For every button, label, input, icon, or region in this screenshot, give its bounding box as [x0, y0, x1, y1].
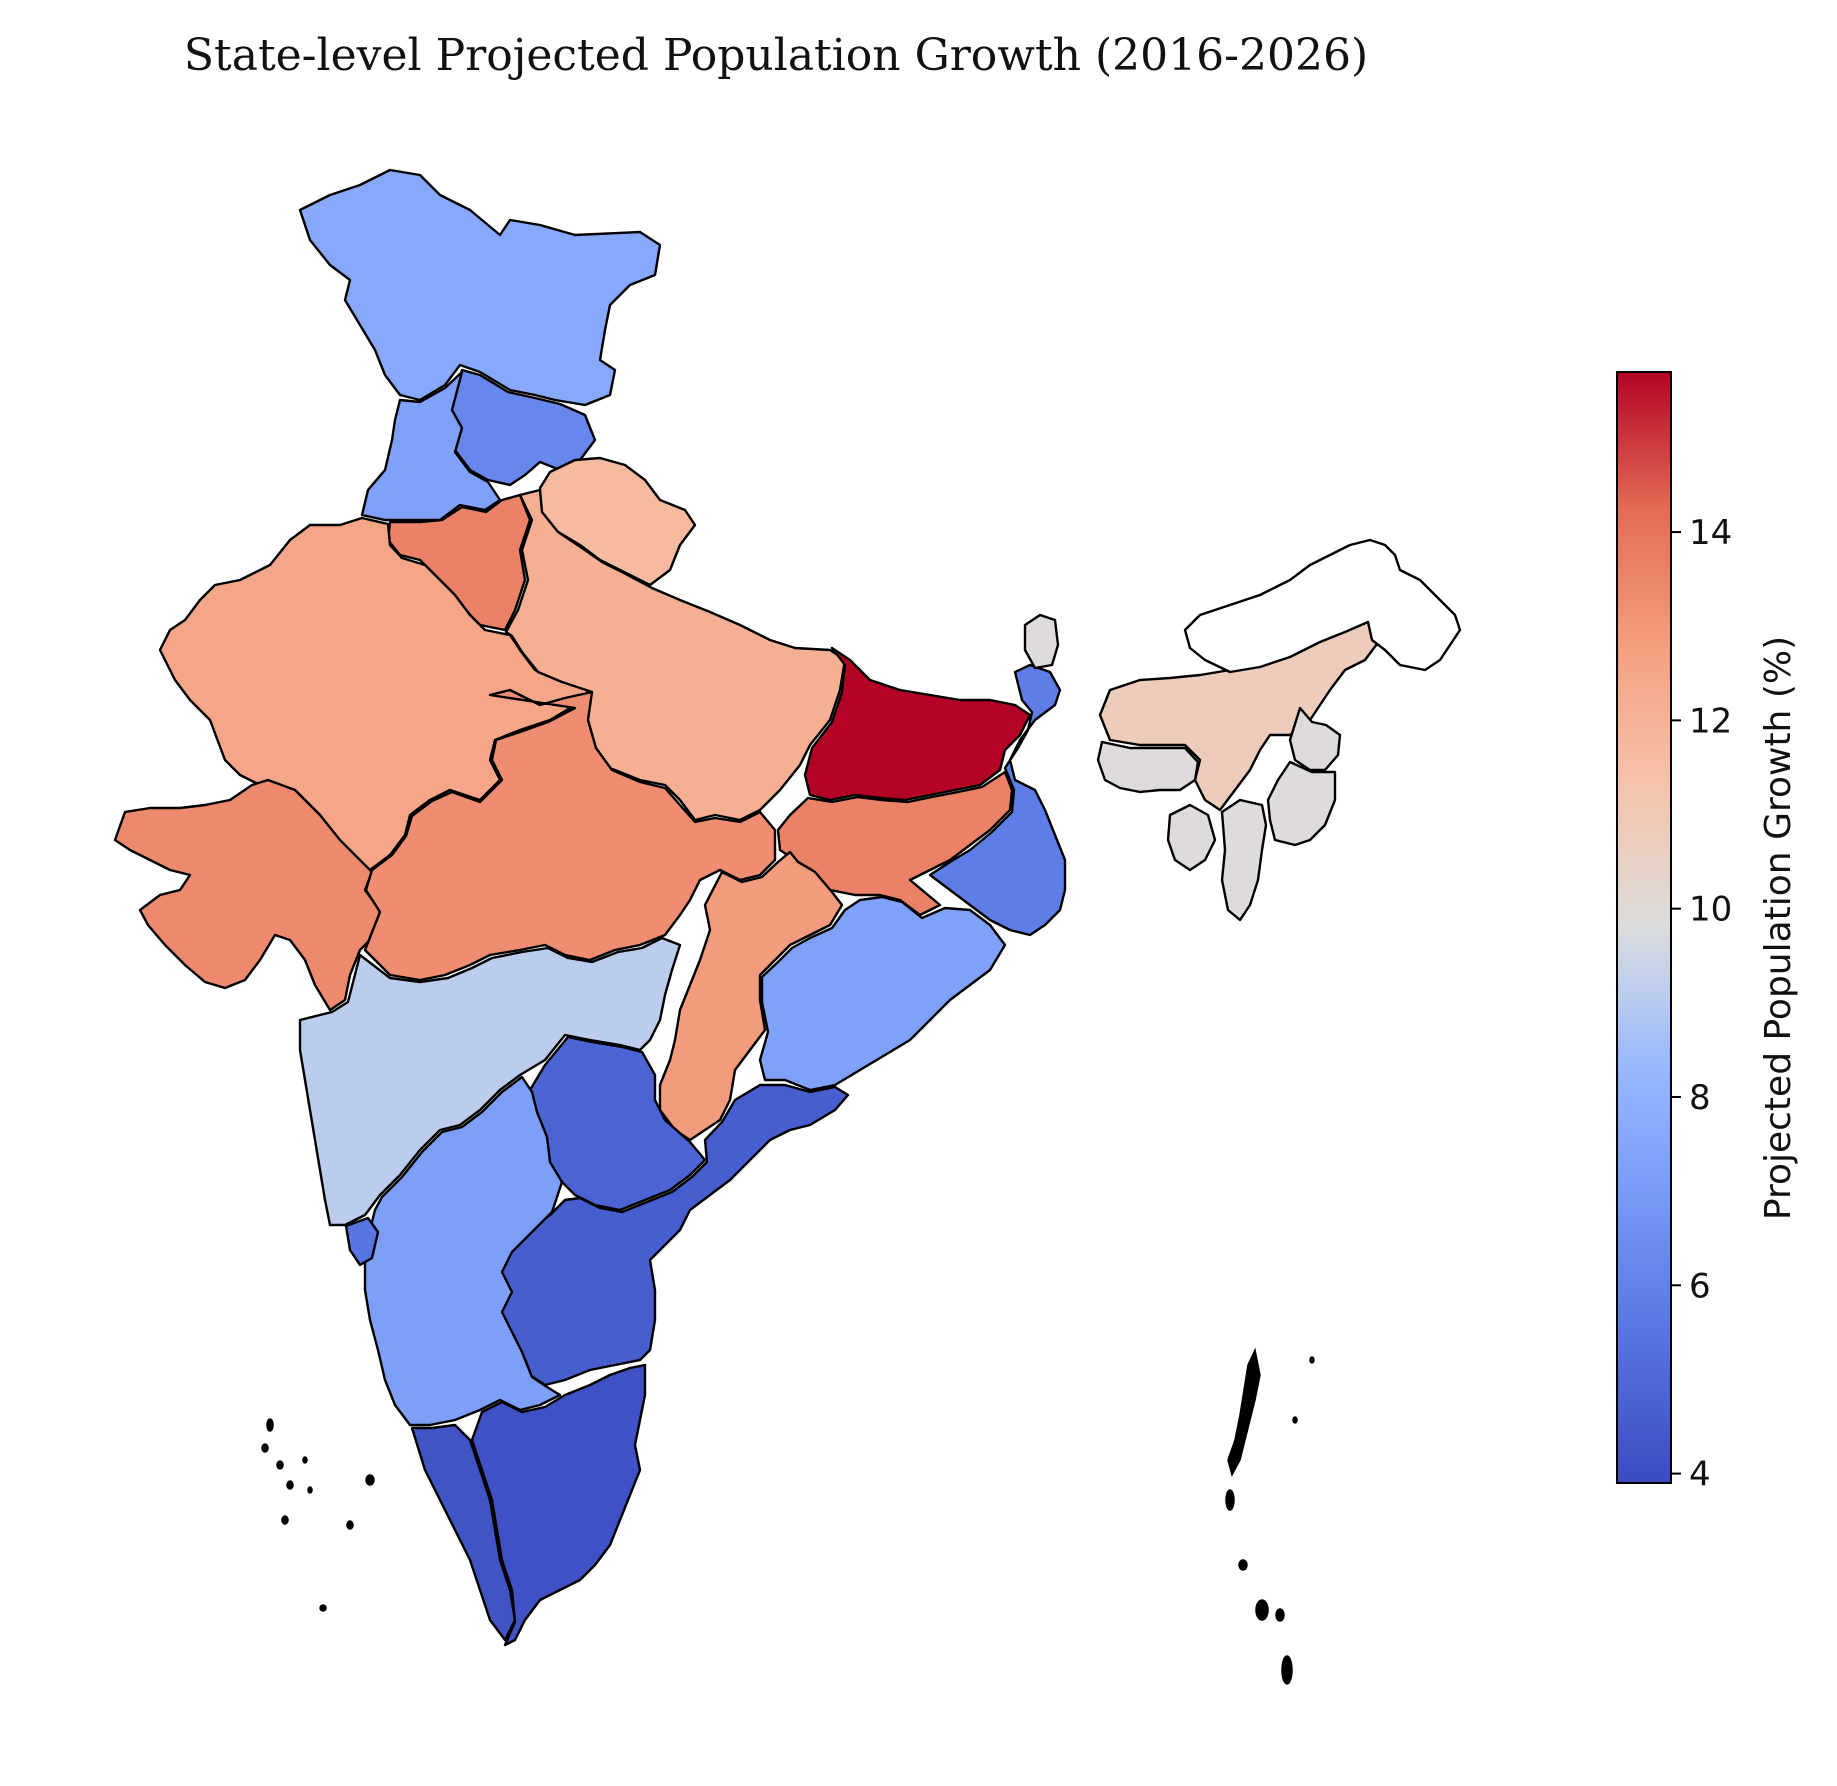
andaman-nicobar-islands	[1225, 1347, 1315, 1685]
region-goa	[344, 1216, 380, 1267]
india-map	[113, 168, 1462, 1685]
region-maharashtra	[298, 936, 682, 1227]
region-nagaland	[1288, 706, 1342, 772]
colorbar-tick-label: 4	[1689, 1455, 1711, 1495]
region-karnataka	[363, 1075, 564, 1427]
colorbar-tick-label: 12	[1689, 701, 1732, 741]
colorbar-gradient	[1616, 371, 1672, 1484]
region-madhya-pradesh	[363, 688, 777, 982]
region-mizoram	[1220, 798, 1268, 922]
region-chhattisgarh	[658, 850, 844, 1142]
region-arunachal-pradesh	[1183, 538, 1462, 674]
region-andhra-pradesh	[498, 1083, 850, 1387]
colorbar: 4 6 8 10 12 14 Projected Population Growth (%…	[1616, 371, 1799, 1495]
region-haryana	[386, 493, 532, 632]
region-sikkim	[1023, 613, 1060, 670]
region-manipur	[1266, 760, 1337, 847]
region-tripura	[1166, 803, 1217, 872]
region-west-bengal	[928, 663, 1067, 937]
region-tamil-nadu	[470, 1363, 647, 1647]
region-meghalaya	[1096, 740, 1200, 794]
lakshadweep-islands	[261, 1418, 375, 1612]
region-gujarat	[113, 778, 382, 1012]
region-punjab	[360, 370, 502, 522]
colorbar-label: Projected Population Growth (%)	[1758, 636, 1799, 1220]
map-title: State-level Projected Population Growth …	[184, 30, 1368, 81]
colorbar-tick-label: 6	[1689, 1266, 1711, 1306]
region-jammu-kashmir	[298, 168, 662, 407]
region-odisha	[758, 895, 1007, 1092]
colorbar-tick-label: 8	[1689, 1078, 1711, 1118]
colorbar-tick-label: 10	[1689, 890, 1732, 930]
colorbar-tick-label: 14	[1689, 513, 1732, 553]
region-bihar	[803, 646, 1032, 802]
colorbar-ticks: 4 6 8 10 12 14	[1671, 513, 1732, 1495]
